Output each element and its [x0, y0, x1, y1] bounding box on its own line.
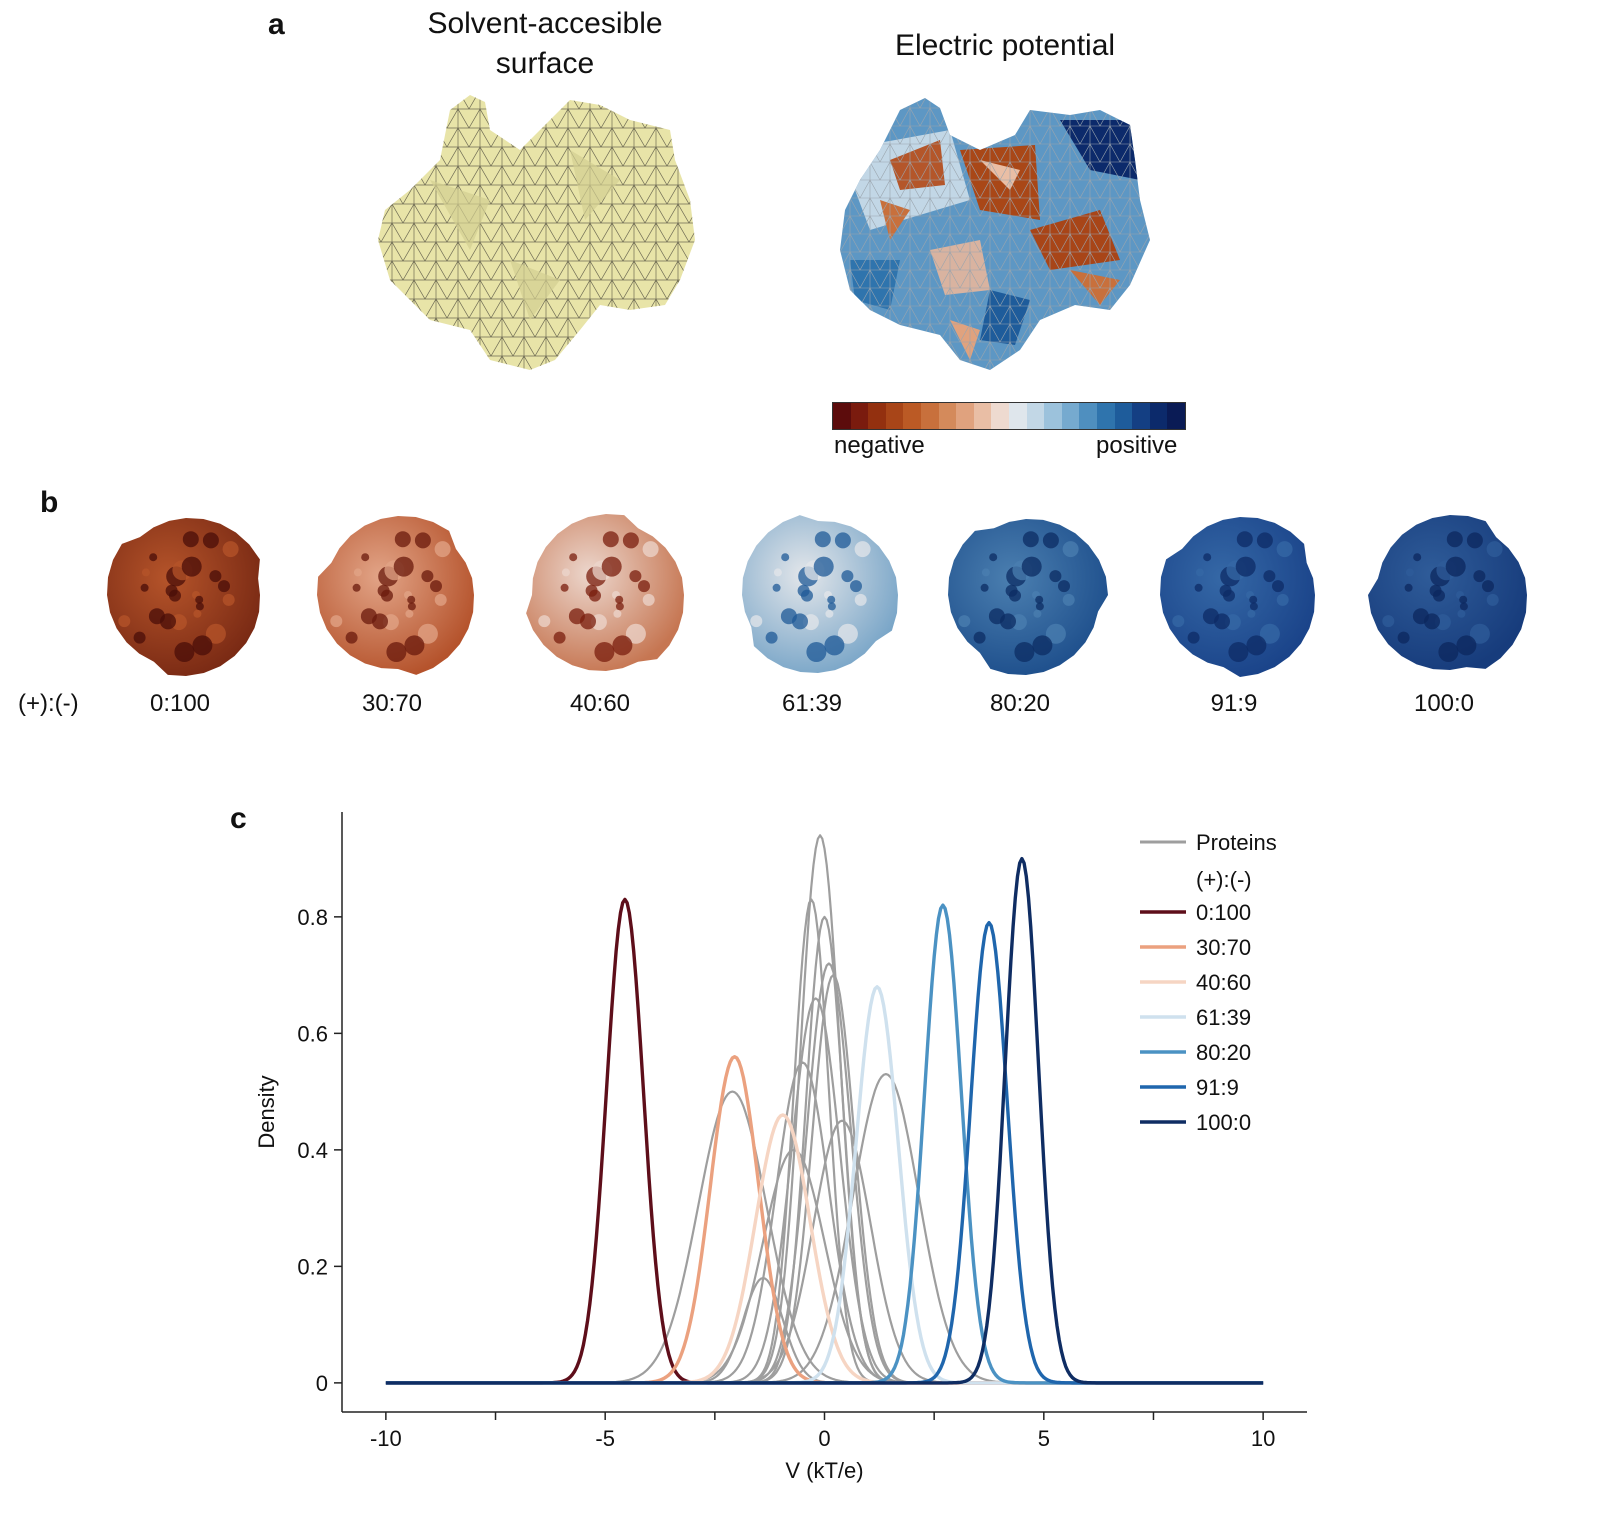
potential-colorbar	[832, 402, 1186, 430]
colorbar-swatch	[1026, 403, 1045, 429]
panel-a-letter: a	[268, 8, 285, 41]
colorbar-swatch	[1114, 403, 1133, 429]
sphere-ratio-label: 80:20	[989, 690, 1051, 717]
density-chart: 0 0.2 0.4 0.6 0.8 -10 -5 0 5 10 V (kT/e) Density Pro…	[254, 812, 1307, 1483]
virus-capsid-sphere	[317, 516, 474, 675]
legend-label: 80:20	[1196, 1040, 1251, 1065]
protein-density-curve	[385, 974, 1264, 1384]
colorbar-swatch	[1079, 403, 1097, 429]
colorbar-swatch	[1061, 403, 1080, 429]
sphere-ratio-label: 0:100	[149, 690, 211, 717]
y-tick-label: 0.8	[297, 905, 328, 930]
x-axis-label: V (kT/e)	[785, 1458, 863, 1483]
x-tick-label: -5	[595, 1426, 615, 1451]
protein-density-curve	[385, 1148, 1264, 1384]
virus-capsid-sphere	[948, 519, 1108, 675]
colorbar-swatch	[1096, 403, 1115, 429]
colorbar-swatch	[1132, 403, 1150, 429]
colorbar-swatch	[1167, 403, 1185, 429]
sphere-ratio-label: 91:9	[1210, 690, 1258, 717]
colorbar-swatch	[885, 403, 904, 429]
colorbar-swatch	[833, 403, 851, 429]
legend-ratio-header: (+):(-)	[1196, 867, 1252, 892]
y-tick-label: 0	[316, 1371, 328, 1396]
legend-proteins-label: Proteins	[1196, 830, 1277, 855]
colorbar-swatch	[868, 403, 886, 429]
colorbar-swatch	[1008, 403, 1027, 429]
x-tick-label: 5	[1038, 1426, 1050, 1451]
colorbar-swatch	[938, 403, 957, 429]
virus-capsid-sphere	[526, 514, 684, 671]
series-density-curve	[385, 1055, 1264, 1385]
x-tick-label: -10	[370, 1426, 402, 1451]
x-tick-label: 0	[818, 1426, 830, 1451]
ratio-label: (+):(-)	[18, 690, 79, 717]
sphere-ratio-label: 100:0	[1413, 690, 1475, 717]
protein-density-curve	[385, 1073, 1264, 1384]
colorbar-positive-label: positive	[1096, 432, 1178, 459]
sphere-ratio-label: 61:39	[781, 690, 843, 717]
legend-label: 100:0	[1196, 1110, 1251, 1135]
legend-label: 91:9	[1196, 1075, 1239, 1100]
colorbar-swatch	[991, 403, 1009, 429]
panel-c-letter: c	[230, 802, 247, 835]
legend-label: 40:60	[1196, 970, 1251, 995]
sphere-ratio-label: 30:70	[361, 690, 423, 717]
colorbar-swatch	[903, 403, 921, 429]
sas-title: Solvent-accesible surface	[427, 7, 663, 80]
panel-b-letter: b	[40, 486, 59, 519]
sphere-ratio-label: 40:60	[569, 690, 631, 717]
legend-label: 30:70	[1196, 935, 1251, 960]
colorbar-negative-label: negative	[834, 432, 925, 459]
virus-capsid-sphere	[1368, 515, 1527, 670]
colorbar-swatch	[973, 403, 992, 429]
x-tick-label: 10	[1251, 1426, 1275, 1451]
legend-label: 61:39	[1196, 1005, 1251, 1030]
colorbar-swatch	[1149, 403, 1168, 429]
electric-potential-title: Electric potential	[894, 29, 1116, 62]
series-density-curve	[385, 985, 1264, 1385]
legend-label: 0:100	[1196, 900, 1251, 925]
y-tick-label: 0.6	[297, 1021, 328, 1046]
colorbar-swatch	[1044, 403, 1062, 429]
virus-capsid-sphere	[742, 515, 898, 673]
colorbar-swatch	[850, 403, 869, 429]
y-axis-label: Density	[254, 1075, 279, 1148]
virus-capsid-sphere	[1160, 517, 1315, 677]
protein-density-curve	[385, 1061, 1264, 1384]
electric-potential-mesh	[840, 98, 1150, 370]
y-tick-label: 0.4	[297, 1138, 328, 1163]
series-density-curve	[385, 856, 1264, 1385]
colorbar-swatch	[920, 403, 939, 429]
colorbar-swatch	[956, 403, 974, 429]
virus-capsid-sphere	[107, 518, 260, 676]
y-tick-label: 0.2	[297, 1254, 328, 1279]
solvent-accessible-surface-mesh	[378, 95, 695, 370]
